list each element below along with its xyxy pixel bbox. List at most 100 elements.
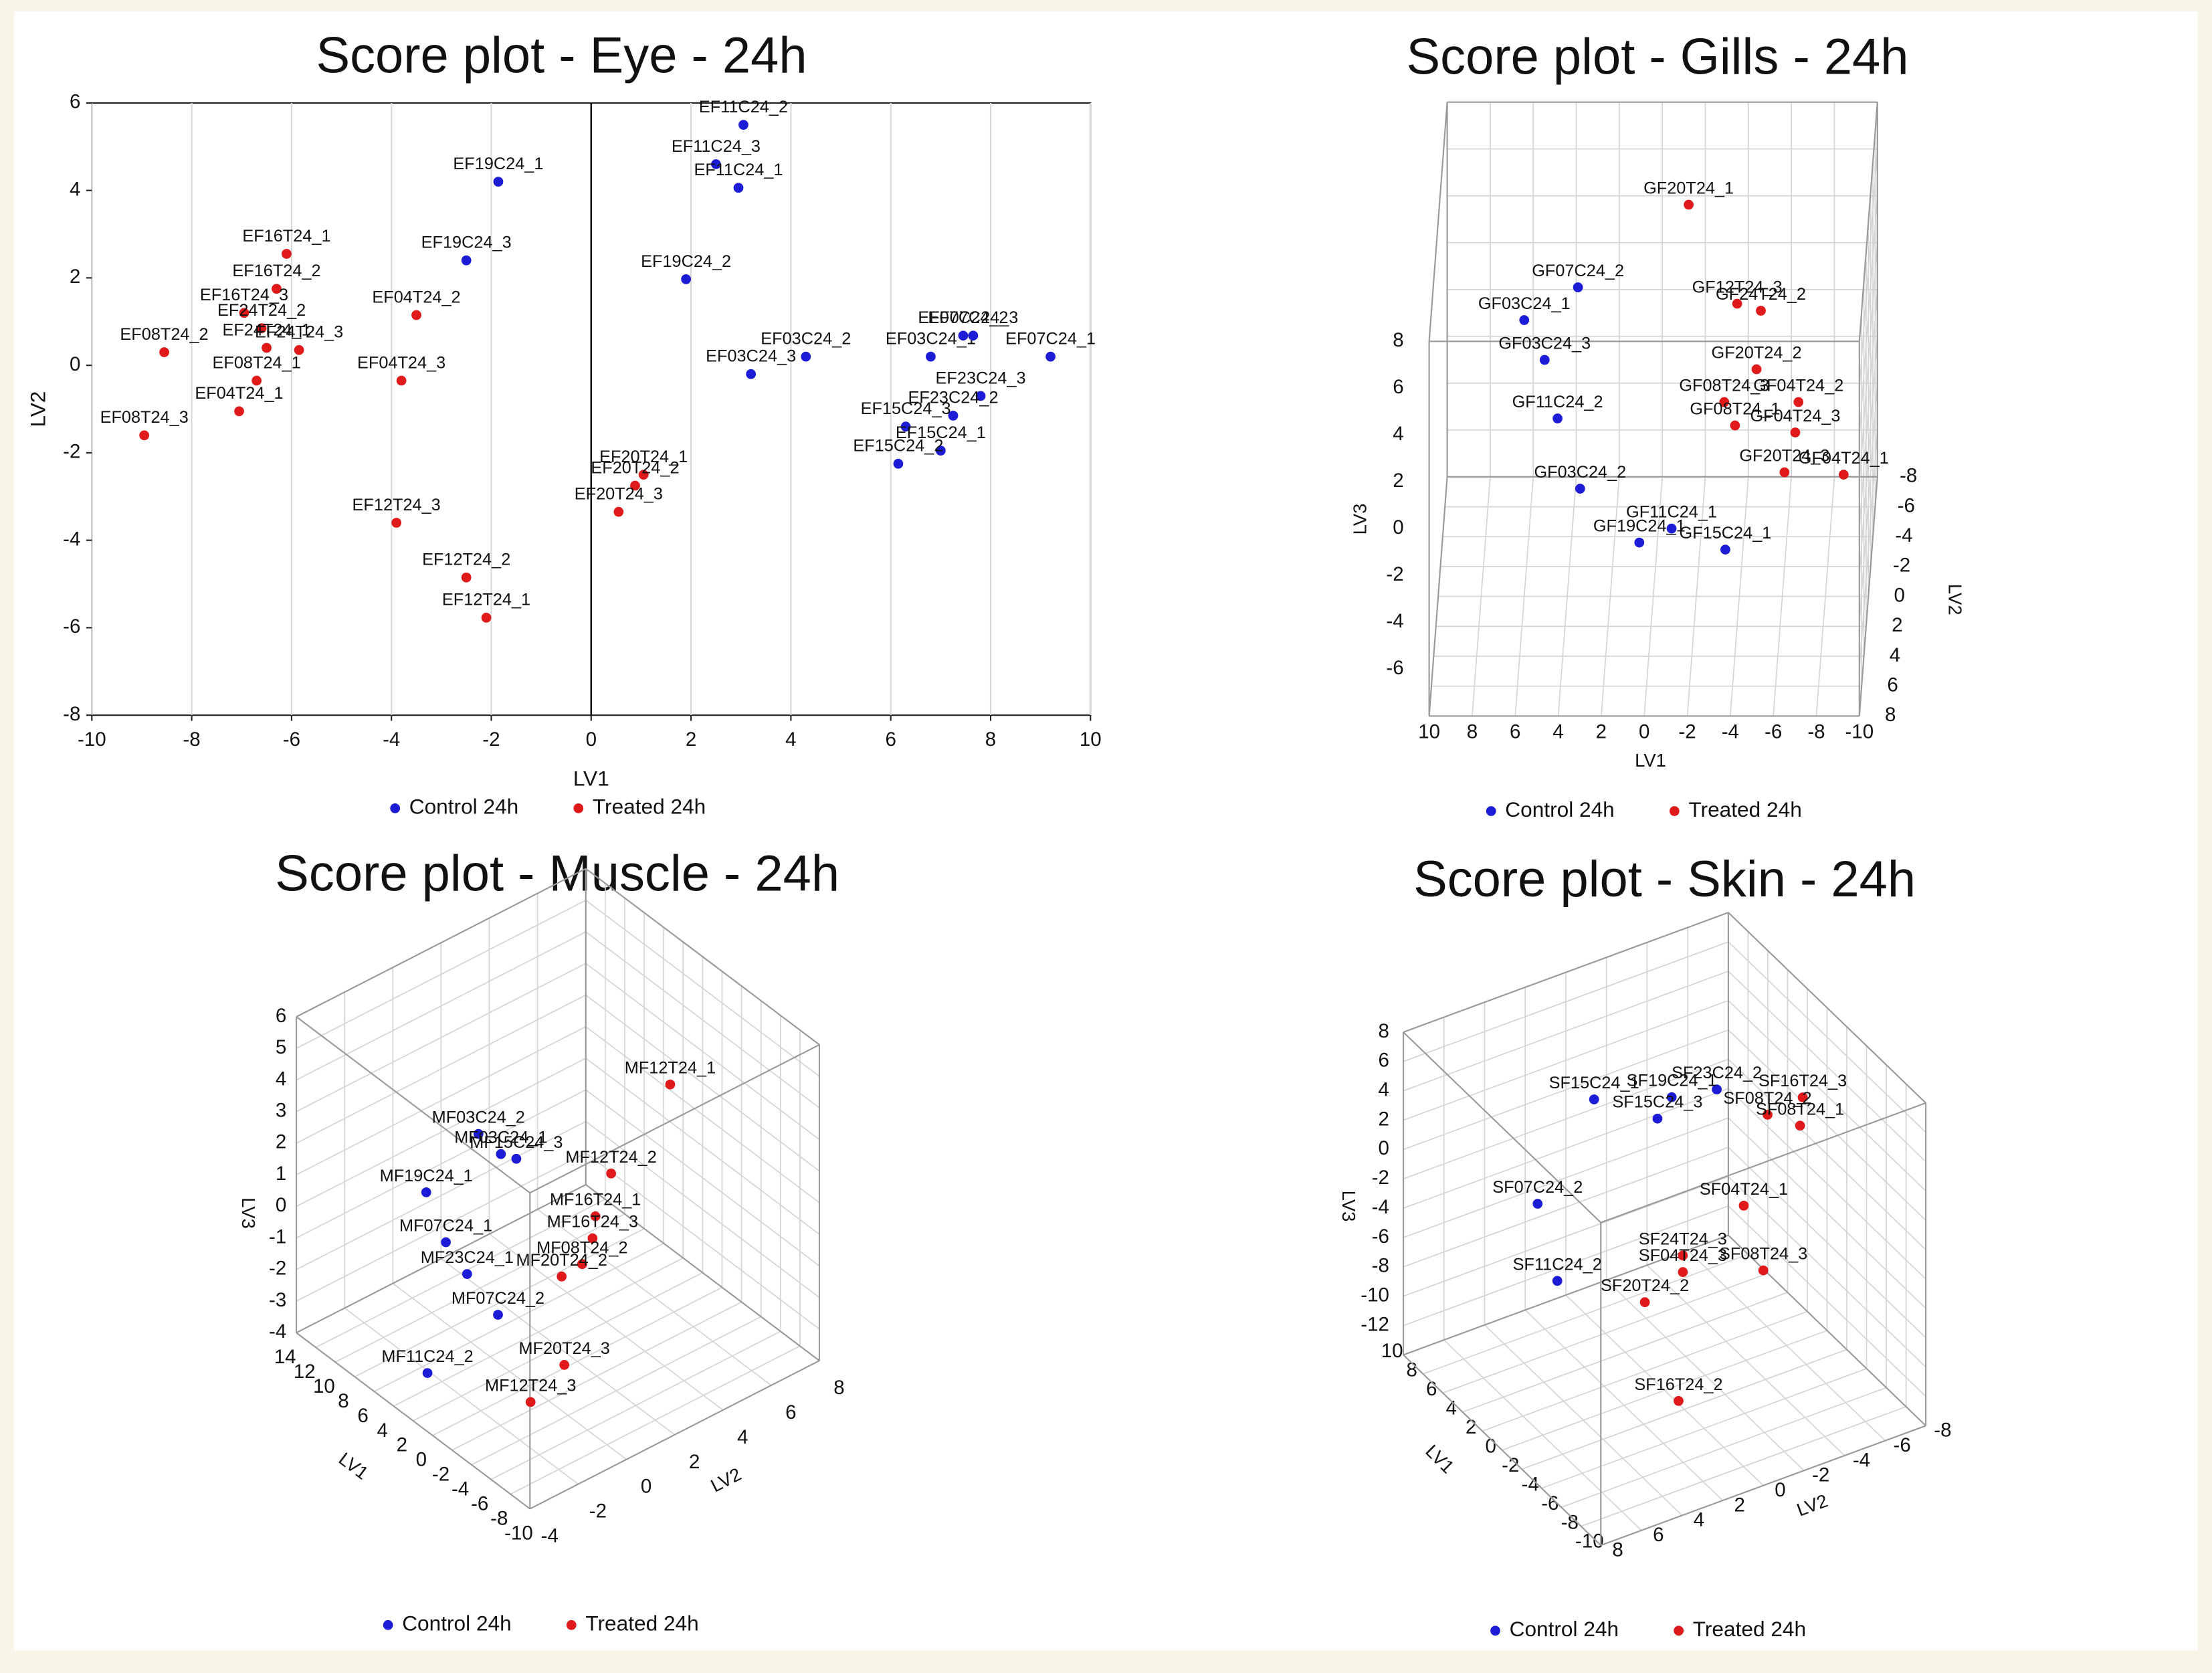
point-label: GF04T24_1: [1799, 449, 1889, 468]
data-point: [1738, 1200, 1749, 1211]
data-point: [1639, 1297, 1650, 1308]
x-tick-label: 10: [1080, 728, 1102, 751]
data-point: [262, 342, 272, 353]
data-point: [1758, 1265, 1769, 1276]
grid-line: [1403, 1176, 1729, 1297]
legend-label: Treated 24h: [1693, 1617, 1806, 1641]
data-point: [1779, 467, 1790, 478]
data-point: [590, 1211, 601, 1221]
point-label: EF16T24_2: [232, 262, 320, 280]
grid-line: [1728, 1205, 1926, 1397]
point-label: GF04T24_3: [1750, 407, 1840, 425]
data-point: [1797, 1092, 1808, 1102]
box-edge: [296, 1184, 587, 1334]
point-label: SF24T24_3: [1639, 1229, 1727, 1248]
data-point: [256, 323, 267, 333]
x-tick-label: 4: [785, 728, 796, 751]
data-point: [587, 1233, 598, 1244]
box-edge: [1858, 102, 1878, 342]
z-tick-label: 4: [276, 1068, 286, 1090]
data-point: [975, 391, 986, 401]
box-edge: [1600, 1102, 1926, 1223]
x-tick-label: -4: [1722, 721, 1739, 743]
box-edge: [296, 1332, 530, 1510]
data-point: [1519, 315, 1530, 325]
point-label: EF11C24_2: [699, 98, 788, 116]
grid-line: [585, 1120, 820, 1298]
data-point: [462, 1269, 472, 1279]
point-label: GF03C24_1: [1478, 294, 1571, 313]
y-tick-label: 6: [1653, 1524, 1664, 1546]
point-label: SF20T24_2: [1601, 1276, 1689, 1295]
point-label: EF19C24_2: [641, 252, 731, 271]
grid-line: [585, 1026, 820, 1203]
data-point: [638, 470, 649, 480]
x-tick-label: -6: [471, 1492, 488, 1514]
z-tick-label: -1: [269, 1225, 286, 1248]
x-tick-label: 10: [313, 1375, 335, 1397]
y-tick-label: -8: [1934, 1419, 1951, 1442]
z-tick-label: -4: [1372, 1196, 1389, 1218]
z-tick-label: -4: [269, 1320, 286, 1343]
box-edge: [1600, 1425, 1926, 1547]
box-edge: [1403, 1234, 1729, 1356]
grid-line: [585, 900, 820, 1077]
point-label: EF15C24_2: [853, 437, 943, 456]
box-edge: [1858, 476, 1878, 716]
grid-line: [1565, 1294, 1764, 1486]
grid-line: [1646, 1264, 1845, 1456]
point-label: EF15C24_3: [861, 399, 951, 418]
z-tick-label: 0: [1393, 516, 1403, 538]
grid-line: [392, 1282, 627, 1460]
z-tick-label: 0: [276, 1194, 286, 1216]
grid-line: [1443, 1339, 1642, 1531]
point-label: MF12T24_3: [485, 1376, 576, 1395]
data-point: [935, 446, 946, 456]
data-point: [1573, 282, 1583, 292]
data-point: [630, 480, 640, 491]
z-tick-label: 6: [1379, 1050, 1389, 1072]
z-tick-label: 6: [1393, 376, 1403, 398]
x-tick-label: 2: [686, 728, 696, 751]
y-tick-label: -4: [541, 1525, 559, 1547]
grid-line: [1858, 429, 1878, 670]
point-label: MF20T24_2: [516, 1251, 607, 1270]
box-edge: [1403, 1354, 1601, 1546]
grid-line: [1728, 1176, 1926, 1368]
point-label: SF15C24_1: [1549, 1074, 1639, 1092]
point-label: MF16T24_3: [547, 1213, 638, 1232]
z-axis-label: LV3: [1349, 504, 1370, 535]
data-point: [234, 406, 244, 417]
z-tick-label: 4: [1393, 423, 1403, 445]
y-tick-label: -4: [1853, 1449, 1870, 1471]
x-tick-label: 6: [885, 728, 896, 751]
grid-line: [1403, 1147, 1729, 1268]
z-tick-label: 8: [1393, 329, 1403, 351]
y-tick-label: 4: [1694, 1509, 1704, 1531]
z-tick-label: -10: [1361, 1284, 1389, 1306]
x-tick-label: -4: [451, 1478, 469, 1500]
x-tick-label: 14: [274, 1346, 296, 1368]
point-label: EF16T24_1: [242, 227, 330, 245]
point-label: SF08T24_1: [1756, 1100, 1844, 1118]
x-tick-label: 8: [1467, 721, 1478, 743]
point-label: MF03C24_1: [454, 1128, 547, 1147]
x-tick-label: 4: [377, 1419, 387, 1442]
x-tick-label: 4: [1446, 1397, 1457, 1419]
point-label: EF12T24_1: [442, 591, 530, 609]
grid-line: [1403, 1117, 1729, 1238]
legend-marker: [573, 803, 584, 813]
data-point: [1539, 355, 1550, 365]
data-point: [493, 177, 504, 187]
data-point: [1678, 1250, 1688, 1261]
point-label: EF19C24_1: [453, 155, 543, 173]
y-tick-label: 4: [737, 1426, 748, 1448]
z-tick-label: 6: [276, 1005, 286, 1027]
point-label: SF15C24_3: [1612, 1093, 1702, 1112]
z-tick-label: -2: [1372, 1167, 1389, 1189]
box-edge: [585, 1184, 820, 1361]
data-point: [577, 1259, 587, 1270]
point-label: SF16T24_3: [1758, 1072, 1847, 1090]
x-tick-label: 2: [1466, 1416, 1476, 1438]
point-label: EF07C24_2: [918, 308, 1008, 327]
